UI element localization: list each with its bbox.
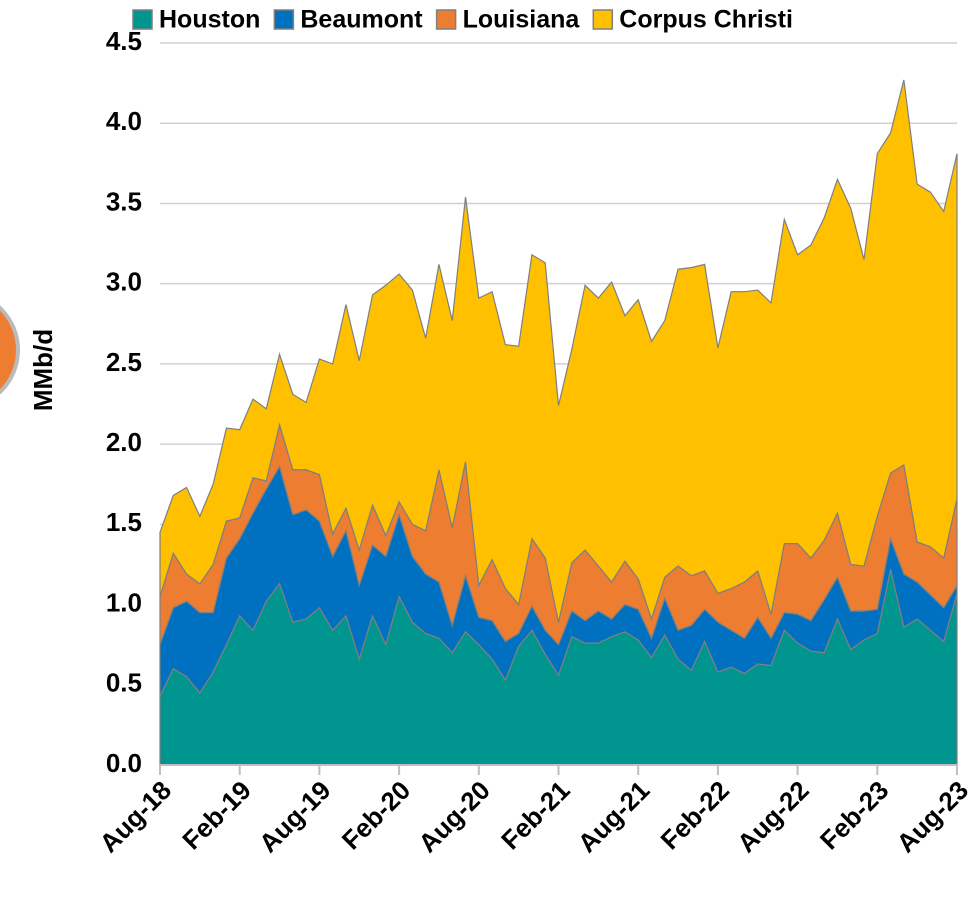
y-tick-label: 4.0 bbox=[106, 106, 142, 136]
y-tick-label: 0.5 bbox=[106, 668, 142, 698]
legend-swatch bbox=[132, 9, 153, 30]
legend-label: Corpus Christi bbox=[619, 6, 793, 34]
legend-label: Beaumont bbox=[300, 6, 423, 34]
y-tick-label: 0.0 bbox=[106, 748, 142, 778]
x-tick-label: Feb-22 bbox=[655, 775, 735, 855]
x-tick-label: Feb-21 bbox=[495, 775, 575, 855]
y-tick-label: 2.0 bbox=[106, 427, 142, 457]
x-tick-label: Feb-23 bbox=[814, 775, 894, 855]
y-tick-label: 1.0 bbox=[106, 587, 142, 617]
legend-swatch bbox=[435, 9, 457, 30]
x-tick-label: Feb-19 bbox=[176, 775, 256, 855]
x-tick-label: Aug-18 bbox=[94, 775, 178, 859]
legend-label: Louisiana bbox=[463, 6, 581, 34]
x-tick-label: Feb-20 bbox=[336, 775, 416, 855]
y-tick-label: 3.0 bbox=[106, 267, 142, 297]
y-tick-label: 1.5 bbox=[106, 507, 142, 537]
area bbox=[159, 79, 958, 623]
y-tick-label: 2.5 bbox=[106, 347, 142, 377]
x-tick-label: Aug-21 bbox=[572, 775, 656, 859]
legend-label: Houston bbox=[159, 6, 260, 34]
y-axis-title: MMb/d bbox=[28, 329, 58, 411]
y-tick-label: 3.5 bbox=[106, 186, 142, 216]
legend-swatch bbox=[273, 9, 295, 30]
y-tick-label: 4.5 bbox=[106, 26, 142, 56]
x-tick-label: Aug-23 bbox=[891, 775, 971, 859]
x-tick-label: Aug-20 bbox=[412, 775, 496, 859]
x-tick-label: Aug-22 bbox=[731, 775, 815, 859]
legend-swatch bbox=[592, 9, 614, 30]
x-tick-label: Aug-19 bbox=[253, 775, 337, 859]
decoration bbox=[0, 305, 20, 395]
